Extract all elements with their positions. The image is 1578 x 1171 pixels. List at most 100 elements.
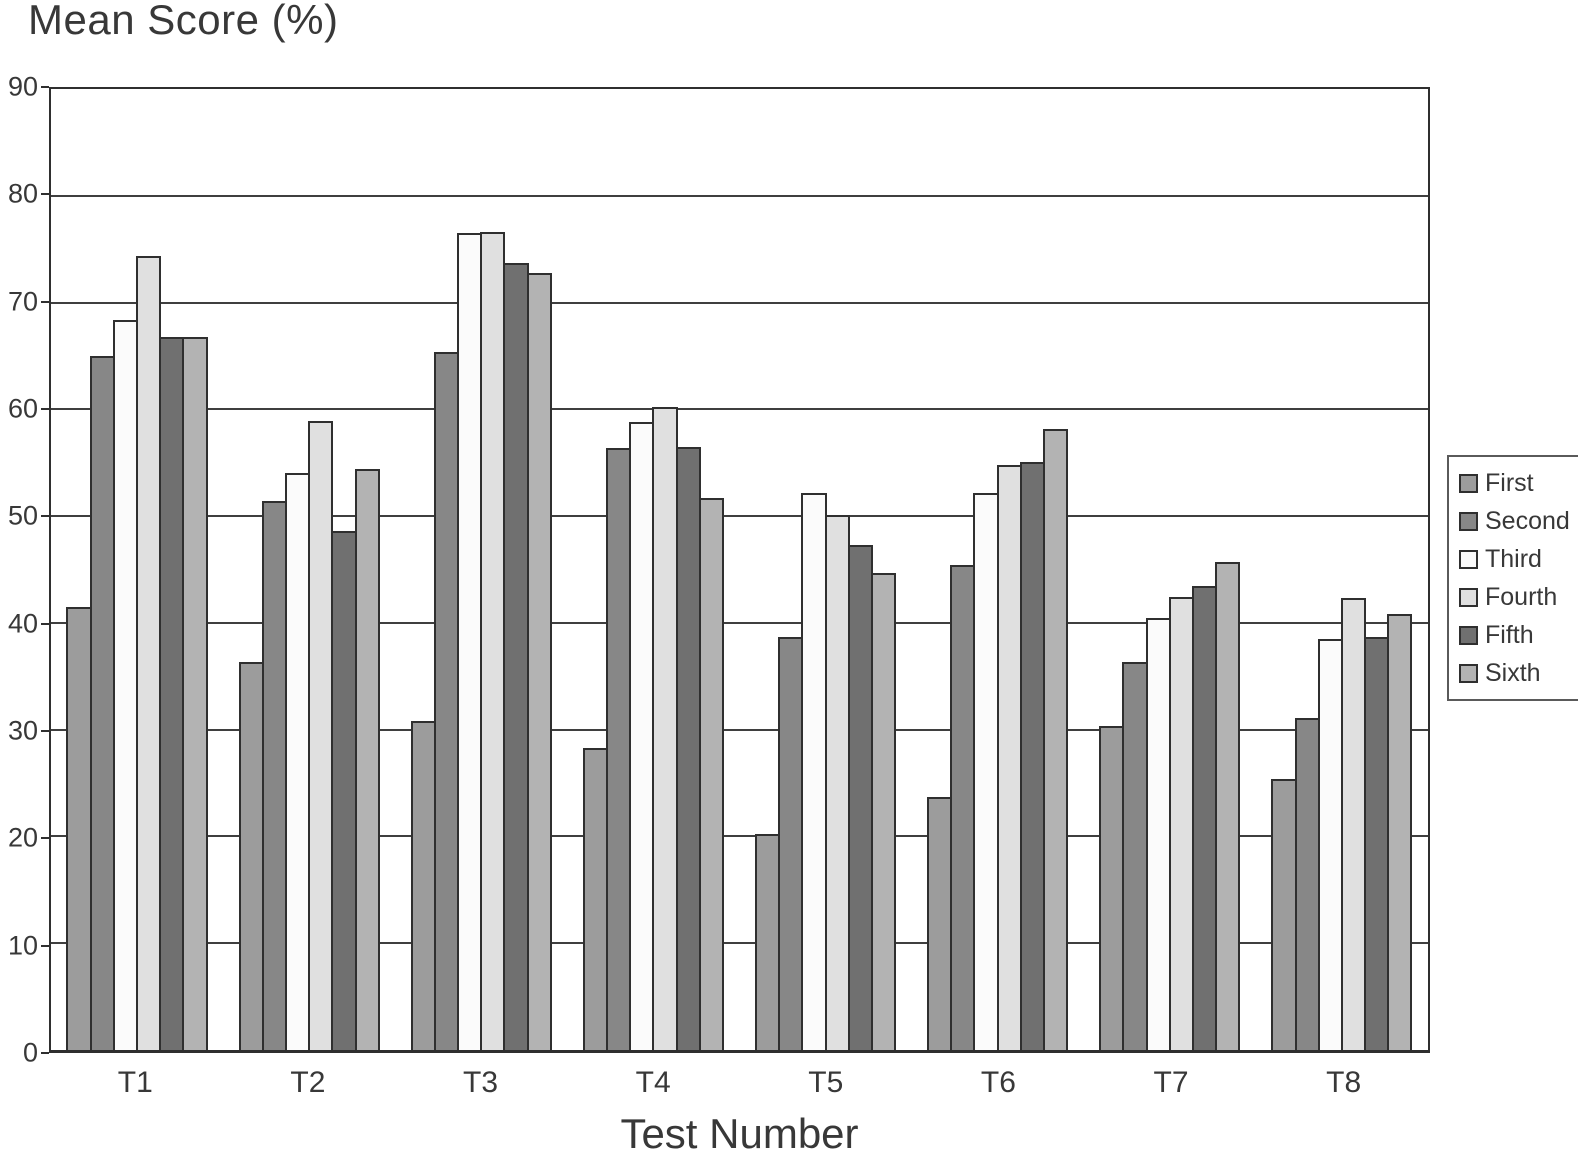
bar-fourth-t1 — [136, 255, 162, 1050]
bar-fifth-t3 — [503, 263, 529, 1050]
bar-second-t3 — [433, 351, 460, 1050]
bar-third-t8 — [1317, 638, 1343, 1050]
legend-label-fifth: Fifth — [1485, 621, 1534, 649]
bar-group-inner-t2 — [238, 89, 380, 1050]
x-tick-label-t8: T8 — [1326, 1066, 1362, 1099]
bar-third-t6 — [973, 492, 999, 1050]
legend-label-first: First — [1485, 469, 1534, 497]
x-tick-label-t7: T7 — [1153, 1066, 1189, 1099]
legend-label-sixth: Sixth — [1485, 659, 1541, 687]
bar-groups — [51, 89, 1428, 1050]
bar-group-inner-t8 — [1271, 89, 1413, 1050]
bar-third-t2 — [284, 473, 311, 1050]
chart-title: Mean Score (%) — [28, 0, 339, 43]
y-tick-label-10: 10 — [7, 930, 38, 961]
x-tick-label-t2: T2 — [290, 1066, 326, 1099]
x-axis-title: Test Number — [620, 1110, 859, 1157]
gridline-20 — [51, 835, 1428, 838]
plot-area — [49, 87, 1430, 1053]
gridline-50 — [51, 515, 1428, 518]
bar-group-t7 — [1084, 89, 1256, 1050]
bar-group-inner-t3 — [410, 89, 552, 1050]
legend: First Second Third Fourth Fifth Sixth — [1447, 455, 1578, 701]
bar-second-t5 — [778, 636, 804, 1050]
bar-group-inner-t6 — [927, 89, 1069, 1050]
bar-group-inner-t5 — [754, 89, 897, 1050]
y-tick-label-90: 90 — [7, 71, 38, 102]
bar-third-t4 — [629, 422, 655, 1050]
bar-fourth-t8 — [1340, 598, 1367, 1050]
x-tick-label-t3: T3 — [463, 1066, 499, 1099]
gridline-40 — [51, 621, 1428, 624]
y-tick-mark-30 — [41, 730, 49, 733]
bar-sixth-t2 — [354, 469, 380, 1050]
bar-second-t6 — [950, 565, 976, 1050]
legend-swatch-third — [1459, 549, 1478, 569]
gridline-80 — [51, 194, 1428, 197]
bar-fifth-t7 — [1191, 585, 1218, 1050]
y-tick-label-50: 50 — [7, 500, 38, 531]
bar-fifth-t8 — [1364, 636, 1390, 1050]
bar-fourth-t3 — [480, 232, 506, 1050]
legend-swatch-sixth — [1459, 663, 1478, 683]
bar-fifth-t6 — [1019, 461, 1046, 1050]
bar-fifth-t4 — [675, 446, 701, 1050]
y-tick-label-0: 0 — [22, 1037, 38, 1068]
bar-second-t2 — [261, 501, 287, 1050]
bar-first-t7 — [1099, 726, 1125, 1050]
bar-group-inner-t7 — [1099, 89, 1241, 1050]
bar-fourth-t6 — [996, 464, 1022, 1050]
bar-fourth-t4 — [652, 407, 678, 1050]
gridline-60 — [51, 408, 1428, 411]
bar-third-t1 — [112, 319, 139, 1050]
y-tick-label-70: 70 — [7, 286, 38, 317]
bar-sixth-t5 — [870, 572, 897, 1050]
bar-second-t8 — [1294, 717, 1320, 1050]
legend-item-fifth: Fifth — [1459, 620, 1570, 650]
legend-label-second: Second — [1485, 507, 1570, 535]
y-tick-label-20: 20 — [7, 822, 38, 853]
bar-fifth-t2 — [331, 531, 357, 1050]
gridline-70 — [51, 301, 1428, 304]
y-tick-mark-60 — [41, 408, 49, 411]
y-tick-mark-90 — [41, 86, 49, 88]
y-tick-label-40: 40 — [7, 608, 38, 639]
bar-group-t2 — [223, 89, 395, 1050]
legend-item-third: Third — [1459, 544, 1570, 574]
bar-fourth-t5 — [824, 515, 850, 1050]
bar-fifth-t5 — [847, 544, 873, 1050]
x-tick-label-t1: T1 — [117, 1066, 153, 1099]
bar-first-t3 — [410, 721, 436, 1050]
y-axis-labels: 0 10 20 30 40 50 60 70 80 90 — [0, 73, 38, 1066]
bar-group-t8 — [1256, 89, 1428, 1050]
bar-fourth-t7 — [1168, 597, 1194, 1050]
legend-label-fourth: Fourth — [1485, 583, 1558, 611]
bar-first-t8 — [1271, 778, 1297, 1050]
bar-first-t4 — [582, 747, 609, 1050]
bar-group-t4 — [567, 89, 739, 1050]
bar-group-inner-t4 — [582, 89, 724, 1050]
bar-group-t6 — [912, 89, 1084, 1050]
bar-first-t5 — [754, 834, 781, 1050]
bar-sixth-t6 — [1043, 428, 1069, 1050]
bar-third-t3 — [457, 233, 483, 1050]
legend-label-third: Third — [1485, 545, 1542, 573]
bar-third-t7 — [1145, 617, 1171, 1050]
bar-second-t7 — [1122, 662, 1148, 1050]
bar-second-t1 — [89, 355, 115, 1050]
legend-item-first: First — [1459, 468, 1570, 498]
bar-group-t3 — [395, 89, 567, 1050]
x-tick-label-t5: T5 — [808, 1066, 844, 1099]
bar-second-t4 — [606, 447, 632, 1050]
bar-sixth-t8 — [1387, 614, 1413, 1050]
bar-sixth-t1 — [182, 336, 208, 1050]
bar-group-inner-t1 — [66, 89, 208, 1050]
legend-swatch-first — [1459, 473, 1478, 493]
y-tick-mark-70 — [41, 300, 49, 303]
bar-group-t5 — [740, 89, 912, 1050]
x-tick-label-t6: T6 — [980, 1066, 1016, 1099]
gridlines — [51, 89, 1428, 1050]
y-tick-mark-40 — [41, 622, 49, 625]
y-tick-label-80: 80 — [7, 178, 38, 209]
